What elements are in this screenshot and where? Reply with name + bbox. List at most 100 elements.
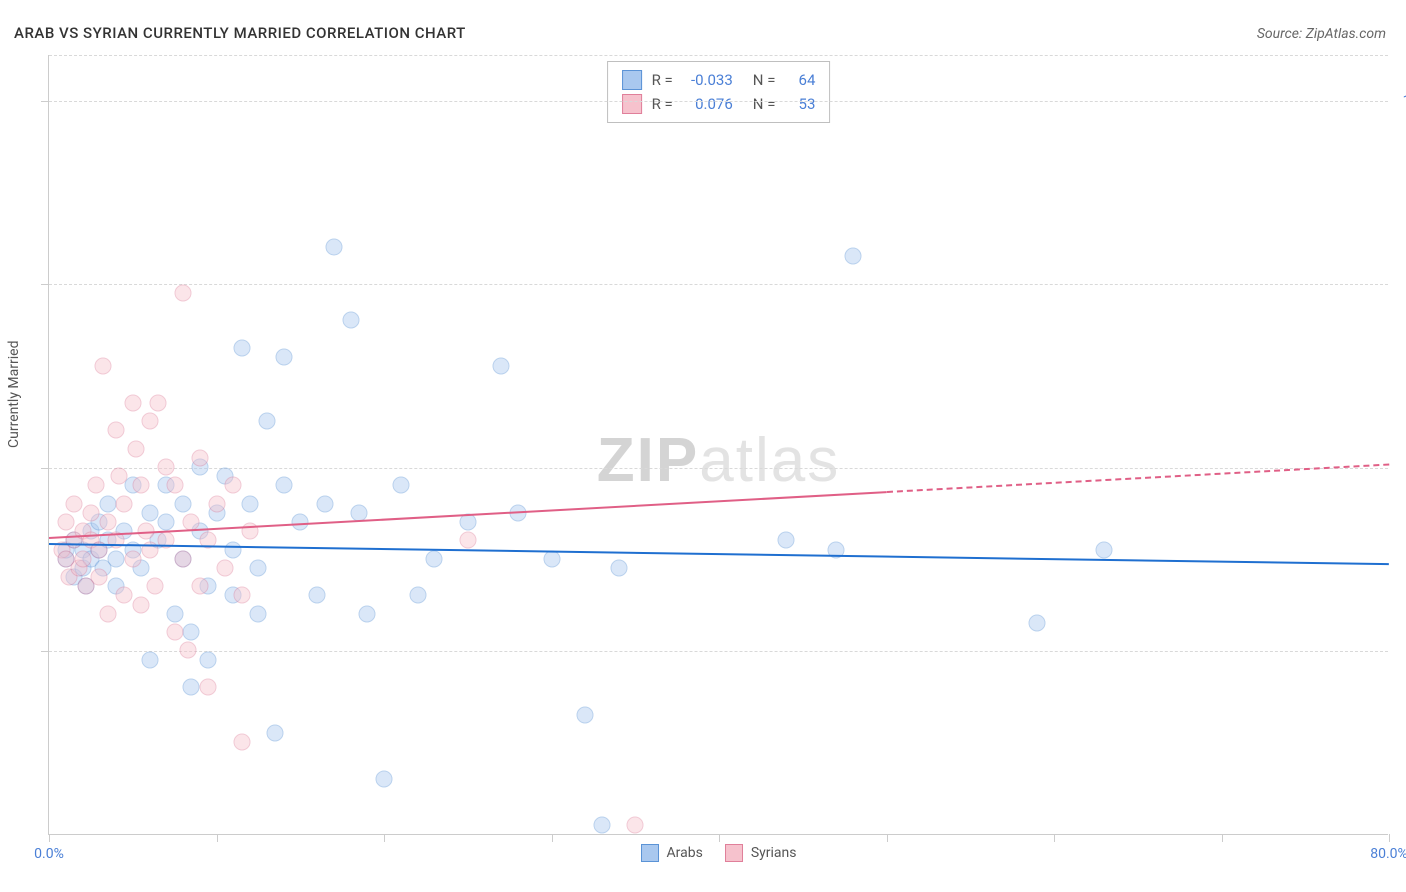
scatter-point	[233, 339, 250, 356]
scatter-point	[845, 247, 862, 264]
scatter-point	[493, 358, 510, 375]
x-tick-label: 80.0%	[1370, 846, 1406, 862]
y-tick-label: 80.0%	[1393, 276, 1406, 292]
x-tick	[384, 834, 385, 842]
scatter-point	[250, 605, 267, 622]
scatter-point	[133, 477, 150, 494]
scatter-point	[108, 550, 125, 567]
r-label: R =	[652, 92, 673, 116]
source-label: Source: ZipAtlas.com	[1257, 26, 1386, 42]
scatter-point	[141, 651, 158, 668]
y-tick-label: 40.0%	[1393, 643, 1406, 659]
plot-area: ZIPatlas R =-0.033N =64R =0.076N =53 Ara…	[48, 55, 1388, 835]
scatter-point	[543, 550, 560, 567]
scatter-point	[216, 559, 233, 576]
x-tick	[217, 834, 218, 842]
scatter-point	[778, 532, 795, 549]
r-label: R =	[652, 68, 673, 92]
scatter-point	[87, 477, 104, 494]
legend-swatch	[725, 844, 743, 862]
scatter-point	[57, 514, 74, 531]
legend-label: Arabs	[667, 845, 703, 861]
scatter-point	[200, 651, 217, 668]
scatter-point	[376, 770, 393, 787]
scatter-point	[99, 514, 116, 531]
y-tick	[41, 651, 49, 652]
scatter-point	[242, 495, 259, 512]
y-tick-label: 100.0%	[1393, 93, 1406, 109]
scatter-point	[225, 477, 242, 494]
scatter-point	[593, 816, 610, 833]
scatter-point	[91, 569, 108, 586]
scatter-point	[183, 679, 200, 696]
legend-label: Syrians	[751, 845, 797, 861]
scatter-point	[128, 440, 145, 457]
scatter-point	[200, 679, 217, 696]
scatter-point	[158, 514, 175, 531]
scatter-point	[149, 394, 166, 411]
x-tick	[887, 834, 888, 842]
x-tick	[49, 834, 50, 842]
y-tick	[41, 101, 49, 102]
scatter-point	[158, 458, 175, 475]
scatter-point	[141, 413, 158, 430]
scatter-point	[1096, 541, 1113, 558]
legend-swatch	[622, 70, 642, 90]
scatter-point	[166, 605, 183, 622]
scatter-point	[111, 468, 128, 485]
scatter-point	[409, 587, 426, 604]
n-label: N =	[753, 68, 776, 92]
scatter-point	[108, 422, 125, 439]
gridline-h	[49, 101, 1388, 102]
y-tick-label: 60.0%	[1393, 460, 1406, 476]
scatter-point	[342, 312, 359, 329]
scatter-point	[82, 504, 99, 521]
scatter-point	[166, 624, 183, 641]
x-tick	[552, 834, 553, 842]
scatter-point	[180, 642, 197, 659]
scatter-point	[627, 816, 644, 833]
scatter-point	[577, 706, 594, 723]
stats-legend: R =-0.033N =64R =0.076N =53	[607, 61, 831, 123]
scatter-point	[325, 238, 342, 255]
x-tick-label: 0.0%	[34, 846, 64, 862]
r-value: 0.076	[683, 92, 733, 116]
scatter-point	[233, 734, 250, 751]
n-label: N =	[753, 92, 776, 116]
scatter-point	[133, 596, 150, 613]
gridline-h	[49, 284, 1388, 285]
x-tick	[1222, 834, 1223, 842]
legend-swatch	[641, 844, 659, 862]
scatter-point	[309, 587, 326, 604]
scatter-point	[1029, 614, 1046, 631]
scatter-point	[392, 477, 409, 494]
y-tick	[41, 468, 49, 469]
scatter-point	[99, 605, 116, 622]
stats-row: R =0.076N =53	[622, 92, 816, 116]
watermark: ZIPatlas	[597, 425, 840, 496]
scatter-point	[275, 348, 292, 365]
scatter-point	[124, 394, 141, 411]
scatter-point	[94, 358, 111, 375]
scatter-point	[141, 504, 158, 521]
scatter-point	[208, 495, 225, 512]
scatter-point	[426, 550, 443, 567]
scatter-point	[183, 624, 200, 641]
scatter-point	[317, 495, 334, 512]
scatter-point	[233, 587, 250, 604]
scatter-point	[459, 532, 476, 549]
scatter-point	[124, 550, 141, 567]
scatter-point	[250, 559, 267, 576]
y-tick	[41, 284, 49, 285]
r-value: -0.033	[683, 68, 733, 92]
scatter-point	[66, 495, 83, 512]
scatter-point	[116, 495, 133, 512]
legend-item: Syrians	[725, 844, 797, 862]
scatter-point	[74, 550, 91, 567]
scatter-point	[166, 477, 183, 494]
legend-swatch	[622, 94, 642, 114]
series-legend: Arabs Syrians	[641, 844, 797, 862]
gridline-h	[49, 468, 1388, 469]
legend-item: Arabs	[641, 844, 703, 862]
scatter-point	[146, 578, 163, 595]
